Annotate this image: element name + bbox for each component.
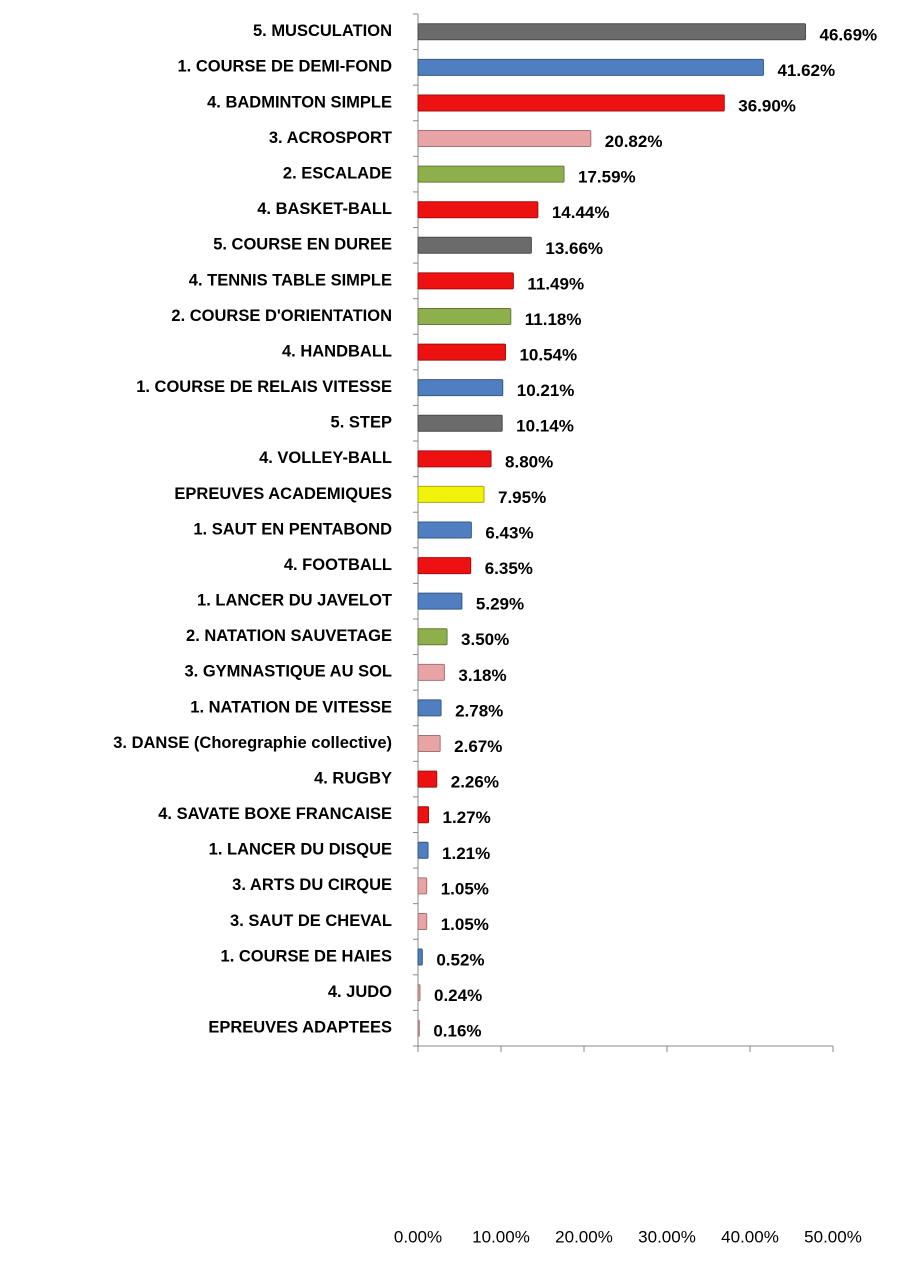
bar bbox=[417, 948, 423, 966]
category-label: 4. HANDBALL bbox=[282, 342, 392, 360]
value-label: 1.05% bbox=[441, 879, 489, 898]
category-label: 1. LANCER DU JAVELOT bbox=[197, 592, 392, 610]
category-label: 1. NATATION DE VITESSE bbox=[190, 698, 392, 716]
bar bbox=[417, 414, 503, 432]
category-label: 4. BASKET-BALL bbox=[257, 200, 392, 218]
x-tick-label: 30.00% bbox=[638, 1227, 696, 1246]
bar bbox=[417, 307, 512, 325]
value-label: 0.52% bbox=[436, 951, 484, 970]
bar bbox=[417, 485, 485, 503]
category-label: 5. MUSCULATION bbox=[253, 22, 392, 40]
value-label: 2.67% bbox=[454, 737, 502, 756]
bar bbox=[417, 770, 438, 788]
value-label: 10.21% bbox=[517, 381, 575, 400]
category-label: 4. FOOTBALL bbox=[284, 556, 392, 574]
value-label: 0.24% bbox=[434, 986, 482, 1005]
bar bbox=[417, 912, 428, 930]
x-tick-label: 0.00% bbox=[394, 1227, 442, 1246]
bar bbox=[417, 735, 441, 753]
value-label: 10.14% bbox=[516, 417, 574, 436]
value-label: 0.16% bbox=[433, 1022, 481, 1041]
value-label: 17.59% bbox=[578, 168, 636, 187]
x-tick-label: 50.00% bbox=[804, 1227, 862, 1246]
bar bbox=[417, 165, 565, 183]
bar bbox=[417, 130, 592, 148]
bar bbox=[417, 663, 445, 681]
value-label: 11.49% bbox=[527, 274, 584, 293]
bar bbox=[417, 272, 514, 290]
bar bbox=[417, 628, 448, 646]
value-label: 3.50% bbox=[461, 630, 509, 649]
category-label: 4. JUDO bbox=[328, 983, 392, 1001]
category-label: 4. BADMINTON SIMPLE bbox=[207, 93, 392, 111]
bar bbox=[417, 94, 725, 112]
value-label: 13.66% bbox=[545, 239, 603, 258]
category-label: 3. ACROSPORT bbox=[269, 129, 392, 147]
bar bbox=[417, 236, 532, 254]
category-label: 4. RUGBY bbox=[314, 769, 392, 787]
x-tick-label: 20.00% bbox=[555, 1227, 613, 1246]
category-label: 1. COURSE DE DEMI-FOND bbox=[177, 58, 392, 76]
category-label: 4. VOLLEY-BALL bbox=[259, 449, 392, 467]
value-label: 41.62% bbox=[777, 61, 835, 80]
bar bbox=[417, 521, 472, 539]
value-label: 7.95% bbox=[498, 488, 546, 507]
bar bbox=[417, 984, 421, 1002]
category-label: 1. SAUT EN PENTABOND bbox=[193, 520, 392, 538]
category-label: 1. COURSE DE HAIES bbox=[221, 947, 392, 965]
bar bbox=[417, 841, 429, 859]
value-label: 3.18% bbox=[458, 666, 506, 685]
value-label: 2.26% bbox=[451, 773, 499, 792]
x-tick-label: 40.00% bbox=[721, 1227, 779, 1246]
category-label: 3. GYMNASTIQUE AU SOL bbox=[185, 663, 393, 681]
category-label: 2. NATATION SAUVETAGE bbox=[186, 627, 392, 645]
category-label: 5. STEP bbox=[331, 414, 392, 432]
value-label: 10.54% bbox=[519, 346, 577, 365]
category-label: 2. COURSE D'ORIENTATION bbox=[171, 307, 392, 325]
value-label: 46.69% bbox=[820, 25, 878, 44]
bar bbox=[417, 557, 472, 575]
value-label: 1.27% bbox=[443, 808, 491, 827]
category-label: 2. ESCALADE bbox=[283, 164, 392, 182]
bar bbox=[417, 806, 430, 824]
value-label: 11.18% bbox=[525, 310, 582, 329]
x-tick-label: 10.00% bbox=[472, 1227, 530, 1246]
bar bbox=[417, 201, 539, 219]
value-label: 14.44% bbox=[552, 203, 610, 222]
bar bbox=[417, 699, 442, 717]
category-label: 5. COURSE EN DUREE bbox=[213, 236, 392, 254]
bar bbox=[417, 379, 504, 397]
category-label: 3. SAUT DE CHEVAL bbox=[230, 912, 392, 930]
value-label: 1.05% bbox=[441, 915, 489, 934]
value-label: 5.29% bbox=[476, 595, 524, 614]
bar bbox=[417, 877, 428, 895]
value-label: 1.21% bbox=[442, 844, 490, 863]
value-label: 36.90% bbox=[738, 96, 796, 115]
bar bbox=[417, 592, 463, 610]
category-label: 1. COURSE DE RELAIS VITESSE bbox=[136, 378, 392, 396]
category-label: 1. LANCER DU DISQUE bbox=[209, 841, 392, 859]
value-label: 20.82% bbox=[605, 132, 663, 151]
bar bbox=[417, 450, 492, 468]
category-label: 3. ARTS DU CIRQUE bbox=[232, 876, 392, 894]
value-label: 2.78% bbox=[455, 701, 503, 720]
bar bbox=[417, 343, 506, 361]
bar bbox=[417, 1019, 420, 1037]
bar bbox=[417, 23, 807, 41]
value-label: 6.35% bbox=[485, 559, 533, 578]
category-label: EPREUVES ADAPTEES bbox=[208, 1019, 392, 1037]
category-label: 3. DANSE (Choregraphie collective) bbox=[113, 734, 392, 752]
bar bbox=[417, 58, 764, 76]
category-label: 4. TENNIS TABLE SIMPLE bbox=[189, 271, 392, 289]
category-label: EPREUVES ACADEMIQUES bbox=[174, 485, 392, 503]
value-label: 8.80% bbox=[505, 452, 553, 471]
category-label: 4. SAVATE BOXE FRANCAISE bbox=[158, 805, 392, 823]
value-label: 6.43% bbox=[485, 523, 533, 542]
